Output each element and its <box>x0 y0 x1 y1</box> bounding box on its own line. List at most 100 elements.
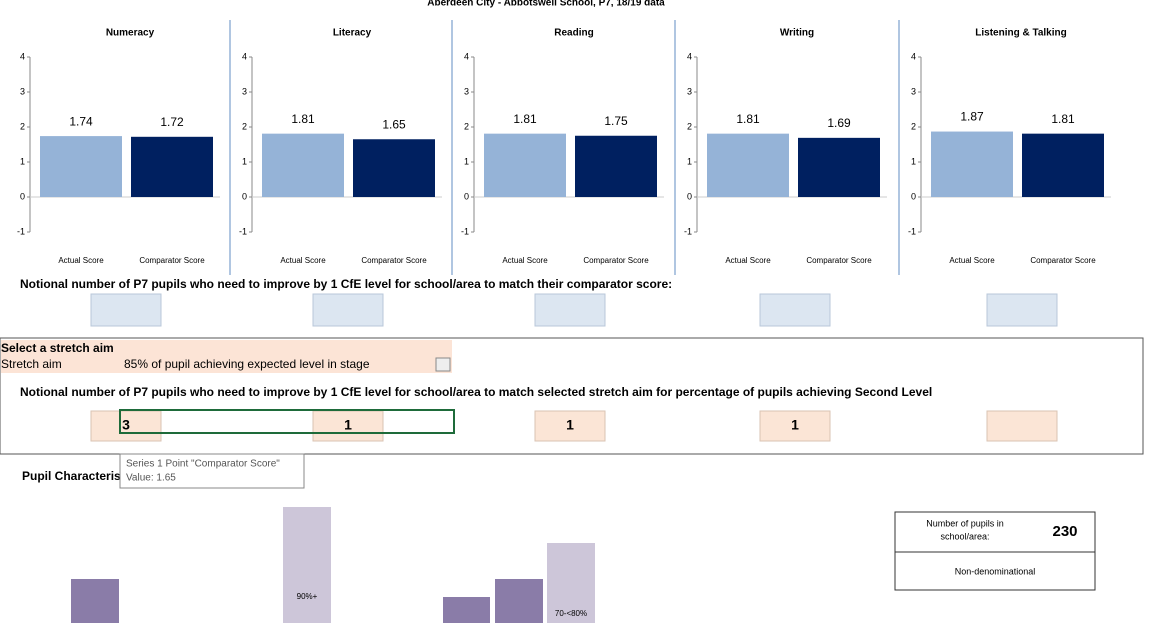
y-tick-label: 1 <box>911 156 916 166</box>
y-tick-label: 2 <box>687 121 692 131</box>
stretch-box <box>986 410 1058 442</box>
stretch-box <box>534 410 606 442</box>
box <box>312 293 384 327</box>
pupil-bar <box>547 543 595 623</box>
dropdown-button[interactable] <box>435 357 451 372</box>
chart-title: Listening & Talking <box>975 28 1066 39</box>
value-label: 1.81 <box>513 112 537 126</box>
y-tick-label: 2 <box>911 121 916 131</box>
stretch-panel <box>0 337 1144 455</box>
box <box>986 293 1058 327</box>
pupil-bars <box>71 507 595 623</box>
chart-title: Literacy <box>333 28 372 39</box>
page-title: Aberdeen City - Abbotswell School, P7, 1… <box>427 0 665 9</box>
bar <box>707 133 789 197</box>
x-tick-label: Comparator Score <box>361 256 427 265</box>
x-tick-label: Actual Score <box>58 256 104 265</box>
y-tick-label: 1 <box>687 156 692 166</box>
pupil-bar <box>283 507 331 623</box>
pupil-bar <box>495 579 543 623</box>
stretch-values: 3 1 1 1 <box>90 410 1058 442</box>
y-tick-label: -1 <box>17 226 25 236</box>
y-tick-label: 0 <box>464 191 469 201</box>
x-tick-label: Actual Score <box>949 256 995 265</box>
value-label: 1.65 <box>382 117 406 131</box>
comparator-note: Notional number of P7 pupils who need to… <box>20 277 672 291</box>
bar <box>262 133 344 197</box>
y-tick-label: 3 <box>911 86 916 96</box>
stretch-value: 1 <box>791 417 799 433</box>
bar <box>484 133 566 197</box>
x-tick-label: Comparator Score <box>583 256 649 265</box>
bar <box>1022 133 1104 197</box>
tooltip-line: Series 1 Point "Comparator Score" <box>126 459 280 470</box>
bar <box>575 135 657 197</box>
box <box>534 293 606 327</box>
y-tick-label: 1 <box>242 156 247 166</box>
x-tick-label: Comparator Score <box>806 256 872 265</box>
value-label: 1.74 <box>69 114 93 128</box>
y-tick-label: 4 <box>687 51 692 61</box>
value-label: 1.81 <box>291 112 315 126</box>
bar-label: 70-<80% <box>555 609 587 618</box>
chart-title: Writing <box>780 28 814 39</box>
y-tick-label: 0 <box>911 191 916 201</box>
y-tick-label: -1 <box>684 226 692 236</box>
stretch-note: Notional number of P7 pupils who need to… <box>20 385 932 399</box>
info-label: Number of pupils in <box>926 518 1004 528</box>
bar-label: 90%+ <box>297 592 318 601</box>
stretch-box <box>90 410 162 442</box>
y-tick-label: 2 <box>20 121 25 131</box>
comparator-boxes <box>90 293 1058 327</box>
x-tick-label: Comparator Score <box>139 256 205 265</box>
pupil-count: 230 <box>1052 523 1077 540</box>
stretch-heading: Select a stretch aim <box>1 341 114 355</box>
y-tick-label: -1 <box>908 226 916 236</box>
bar <box>131 136 213 197</box>
bar <box>353 139 435 197</box>
y-tick-label: 4 <box>911 51 916 61</box>
pupil-bar <box>71 579 119 623</box>
y-tick-label: 0 <box>687 191 692 201</box>
value-label: 1.72 <box>160 115 184 129</box>
chart-title: Numeracy <box>106 28 155 39</box>
tooltip <box>119 453 305 489</box>
y-tick-label: 4 <box>464 51 469 61</box>
bar <box>931 131 1013 197</box>
y-tick-label: 1 <box>20 156 25 166</box>
stretch-value: 1 <box>566 417 574 433</box>
y-tick-label: 3 <box>20 86 25 96</box>
x-tick-label: Actual Score <box>502 256 548 265</box>
x-tick-label: Actual Score <box>725 256 771 265</box>
value-label: 1.81 <box>1051 112 1075 126</box>
stretch-box <box>312 410 384 442</box>
y-tick-label: -1 <box>461 226 469 236</box>
denomination: Non-denominational <box>955 566 1036 576</box>
y-tick-label: 3 <box>464 86 469 96</box>
stretch-label: Stretch aim <box>1 357 62 371</box>
y-tick-label: 1 <box>464 156 469 166</box>
value-label: 1.81 <box>736 112 760 126</box>
pupil-bar <box>443 597 490 623</box>
info-box <box>894 511 1096 591</box>
stretch-box <box>759 410 831 442</box>
y-tick-label: 2 <box>464 121 469 131</box>
stretch-value: 3 <box>122 417 130 433</box>
stretch-value: 1 <box>344 417 352 433</box>
value-label: 1.69 <box>827 116 851 130</box>
value-label: 1.75 <box>604 114 628 128</box>
y-tick-label: 0 <box>20 191 25 201</box>
bar <box>798 137 880 197</box>
cell-selection <box>119 409 455 434</box>
x-tick-label: Comparator Score <box>1030 256 1096 265</box>
value-label: 1.87 <box>960 110 984 124</box>
y-tick-label: -1 <box>239 226 247 236</box>
y-tick-label: 4 <box>20 51 25 61</box>
box <box>759 293 831 327</box>
y-tick-label: 3 <box>687 86 692 96</box>
y-tick-label: 4 <box>242 51 247 61</box>
stretch-selection[interactable]: 85% of pupil achieving expected level in… <box>124 357 370 371</box>
y-tick-label: 0 <box>242 191 247 201</box>
y-tick-label: 3 <box>242 86 247 96</box>
